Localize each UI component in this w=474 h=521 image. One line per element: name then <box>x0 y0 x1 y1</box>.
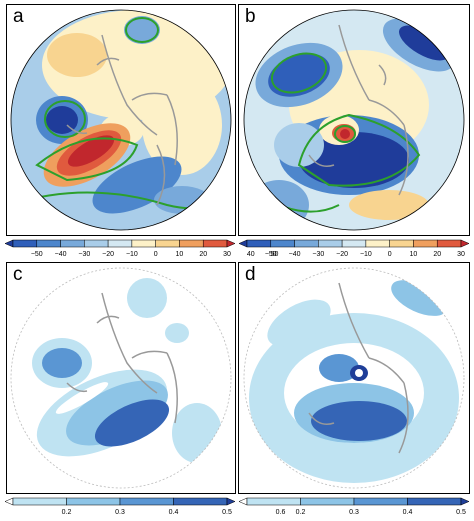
colorbar-bottom-b-arrow-high <box>460 497 470 506</box>
colorbar-top-a-tick-label: −50 <box>31 251 43 258</box>
colorbar-top-a-swatch <box>131 239 156 248</box>
colorbar-top-b-swatch <box>270 239 295 248</box>
colorbar-top-a-arrow-high <box>226 239 236 248</box>
colorbar-top-a-tick-label: 40 <box>247 251 255 258</box>
colorbar-bottom-a-tick-label: 0.5 <box>222 509 232 516</box>
colorbar-anomaly: −50 −40 −30 −20 −10 0 10 20 30 40 50 −50 −40 −30 −20 −… <box>4 238 470 258</box>
colorbar-std: 0.20.30.40.50.6 0.20.30.40.50.6 <box>4 496 470 516</box>
colorbar-bottom-a-arrow-low <box>4 497 14 506</box>
colorbar-top-a-tick-label: 10 <box>176 251 184 258</box>
colorbar-top-a-swatch <box>60 239 85 248</box>
colorbar-top-b-arrow-low <box>238 239 248 248</box>
colorbar-top-a-swatch <box>84 239 109 248</box>
colorbar-top-b-swatch <box>436 239 462 248</box>
colorbar-top-a-swatch <box>179 239 204 248</box>
colorbar-bottom-a-tick-label: 0.6 <box>276 509 286 516</box>
colorbar-top-b-swatch <box>294 239 319 248</box>
colorbar-top-b-swatch <box>365 239 390 248</box>
colorbar-top-b-tick-label: 10 <box>410 251 418 258</box>
panel-d: d <box>238 262 470 494</box>
colorbar-bottom-b-tick-label: 0.5 <box>456 509 466 516</box>
colorbar-bottom-a-swatch <box>119 497 174 506</box>
panel-c: c <box>6 262 236 494</box>
colorbar-bottom-b-tick-label: 0.2 <box>296 509 306 516</box>
colorbar-bottom-a-swatch <box>66 497 121 506</box>
colorbar-top-b-tick-label: −50 <box>265 251 277 258</box>
colorbar-bottom-a-tick-label: 0.2 <box>62 509 72 516</box>
panel-a: a <box>6 4 236 236</box>
colorbar-top-b-swatch <box>389 239 414 248</box>
colorbar-top-a-tick-label: −40 <box>55 251 67 258</box>
colorbar-bottom-b-swatch <box>353 497 408 506</box>
colorbar-top-b-swatch <box>413 239 438 248</box>
panel-label-c: c <box>13 264 23 285</box>
colorbar-top-b-swatch <box>341 239 367 248</box>
colorbar-top-a-arrow-low <box>4 239 14 248</box>
colorbar-top-b-arrow-high <box>460 239 470 248</box>
colorbar-top-b-tick-label: −10 <box>360 251 372 258</box>
colorbar-top-a-tick-label: −10 <box>126 251 138 258</box>
colorbar-top-b-tick-label: −20 <box>336 251 348 258</box>
colorbar-top-b-tick-label: 30 <box>457 251 465 258</box>
colorbar-std-svg: 0.20.30.40.50.6 0.20.30.40.50.6 <box>4 497 470 516</box>
colorbar-bottom-a-swatch <box>12 497 67 506</box>
colorbar-top-b-tick-label: 0 <box>388 251 392 258</box>
colorbar-top-a-tick-label: 20 <box>199 251 207 258</box>
colorbar-bottom-a-tick-label: 0.4 <box>169 509 179 516</box>
colorbar-bottom-b-swatch <box>407 497 462 506</box>
panel-label-d: d <box>245 264 256 285</box>
colorbar-top-a-swatch <box>155 239 180 248</box>
colorbar-top-b-tick-label: 20 <box>433 251 441 258</box>
polar-map-d <box>243 267 465 489</box>
colorbar-bottom-b-tick-label: 0.4 <box>403 509 413 516</box>
colorbar-top-b-tick-label: −30 <box>312 251 324 258</box>
colorbar-bottom-a-swatch <box>173 497 228 506</box>
colorbar-bottom-a-tick-label: 0.3 <box>115 509 125 516</box>
colorbar-top-a-tick-label: 0 <box>154 251 158 258</box>
colorbar-top-b-tick-label: −40 <box>289 251 301 258</box>
polar-map-b <box>243 9 465 231</box>
panel-label-b: b <box>245 6 256 27</box>
colorbar-anomaly-svg: −50 −40 −30 −20 −10 0 10 20 30 40 50 −50 −40 −30 −20 −… <box>4 239 470 258</box>
colorbar-top-a-tick-label: −20 <box>102 251 114 258</box>
polar-map-a <box>10 9 232 231</box>
colorbar-top-a-tick-label: 30 <box>223 251 231 258</box>
polar-map-c <box>10 267 232 489</box>
colorbar-top-a-swatch <box>202 239 228 248</box>
colorbar-top-a-swatch <box>12 239 38 248</box>
colorbar-top-b-swatch <box>318 239 343 248</box>
colorbar-bottom-a-arrow-high <box>226 497 236 506</box>
colorbar-top-a-swatch <box>107 239 133 248</box>
colorbar-bottom-b-swatch <box>300 497 355 506</box>
colorbar-bottom-b-tick-label: 0.3 <box>349 509 359 516</box>
colorbar-top-a-swatch <box>36 239 61 248</box>
panel-label-a: a <box>13 6 24 27</box>
colorbar-top-a-tick-label: −30 <box>78 251 90 258</box>
panel-b: b <box>238 4 470 236</box>
colorbar-top-b-swatch <box>246 239 272 248</box>
colorbar-bottom-b-swatch <box>246 497 301 506</box>
colorbar-top-a-tick-label: 50 <box>271 251 279 258</box>
colorbar-bottom-b-arrow-low <box>238 497 248 506</box>
